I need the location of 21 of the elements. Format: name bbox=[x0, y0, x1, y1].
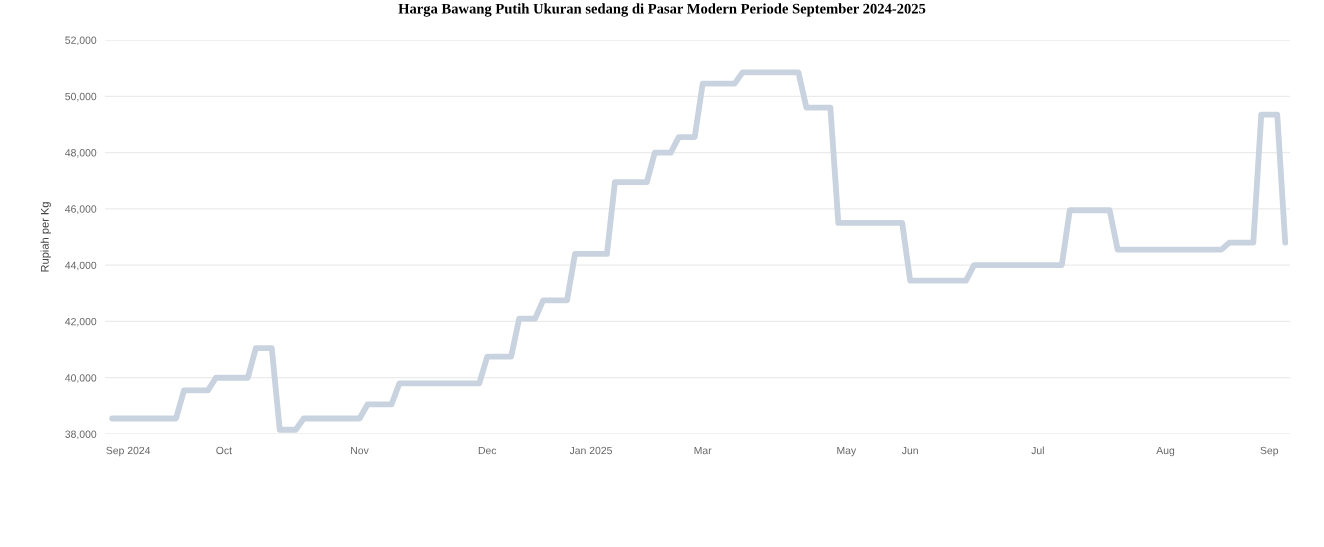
x-tick-label: Sep 2024 bbox=[106, 446, 151, 457]
y-tick-label: 40,000 bbox=[65, 374, 97, 383]
x-tick-label: Aug bbox=[1156, 446, 1175, 457]
chart-title: Harga Bawang Putih Ukuran sedang di Pasar Modern Periode September 2024-2025 bbox=[398, 3, 926, 17]
x-tick-label: May bbox=[837, 446, 857, 457]
x-tick-label: Jan 2025 bbox=[569, 446, 612, 455]
x-tick-label: Nov bbox=[351, 446, 369, 455]
x-tick-label: Jun bbox=[901, 446, 918, 455]
y-tick-label: 42,000 bbox=[65, 317, 97, 327]
x-tick-label: Sep bbox=[1260, 446, 1279, 457]
y-tick-label: 50,000 bbox=[65, 92, 97, 102]
y-tick-label: 44,000 bbox=[65, 261, 97, 271]
y-axis-title: Rupiah per Kg bbox=[40, 202, 51, 272]
y-tick-label: 52,000 bbox=[65, 36, 97, 46]
y-tick-label: 48,000 bbox=[65, 149, 97, 158]
y-tick-label: 46,000 bbox=[65, 205, 97, 214]
x-tick-label: Dec bbox=[478, 446, 497, 455]
x-tick-label: Jul bbox=[1031, 446, 1044, 455]
x-tick-label: Mar bbox=[694, 446, 712, 455]
y-tick-label: 38,000 bbox=[65, 430, 97, 440]
x-tick-label: Oct bbox=[216, 446, 232, 455]
